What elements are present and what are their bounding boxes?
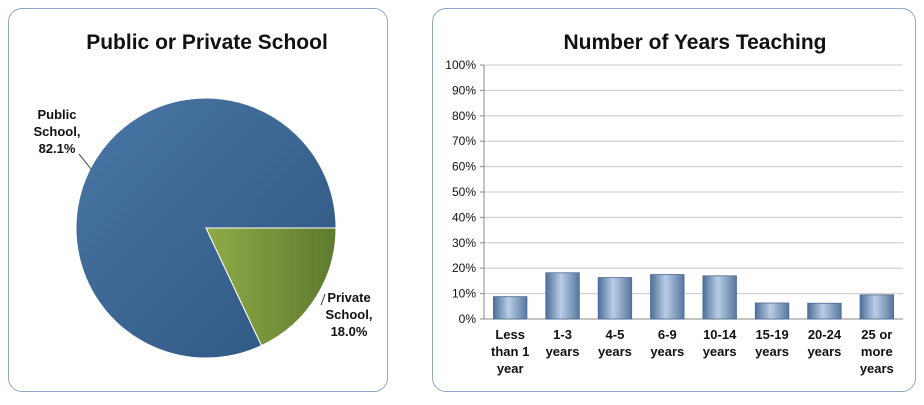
y-tick-label: 70% bbox=[452, 134, 476, 148]
pie-chart-panel: Public or Private School Public School, 82… bbox=[8, 8, 388, 392]
pie-label-public: Public School, 82.1% bbox=[34, 107, 81, 156]
pie-slice-public bbox=[75, 97, 337, 359]
y-tick-label: 10% bbox=[452, 287, 476, 301]
bar-1 bbox=[545, 272, 580, 320]
y-tick-label: 40% bbox=[452, 210, 476, 224]
y-tick-label: 0% bbox=[459, 312, 477, 326]
y-tick-label: 50% bbox=[452, 185, 476, 199]
y-tick-label: 80% bbox=[452, 109, 476, 123]
y-tick-label: 20% bbox=[452, 261, 476, 275]
chart-title: Public or Private School bbox=[86, 31, 328, 54]
x-category-label: 15-19 years bbox=[755, 327, 789, 359]
bar-chart: Number of Years Teaching 0% 10% 20% 30% 40% 5… bbox=[445, 31, 903, 376]
pie-chart: Public or Private School Public School, 82… bbox=[34, 31, 373, 359]
bar-0 bbox=[493, 296, 528, 320]
pie-label-private: Private School, 18.0% bbox=[326, 290, 373, 339]
bar-4 bbox=[702, 275, 737, 320]
x-category-label: 25 or more years bbox=[860, 327, 894, 376]
pie-leader-line bbox=[320, 293, 326, 306]
x-category-label: 20-24 years bbox=[807, 327, 841, 359]
bar-chart-panel: Number of Years Teaching 0% 10% 20% 30% 40% 5… bbox=[432, 8, 916, 392]
bar-3 bbox=[650, 274, 685, 320]
bar-2 bbox=[597, 277, 633, 320]
y-tick-label: 90% bbox=[452, 83, 476, 97]
y-tick-label: 30% bbox=[452, 236, 476, 250]
x-category-label: 1-3 years bbox=[546, 327, 580, 359]
pie-leader-line bbox=[78, 153, 92, 170]
chart-title: Number of Years Teaching bbox=[564, 31, 827, 54]
bar-5 bbox=[754, 302, 790, 320]
x-category-label: 10-14 years bbox=[703, 327, 737, 359]
bar-7 bbox=[859, 294, 894, 320]
bar-6 bbox=[807, 302, 842, 320]
x-category-label: 6-9 years bbox=[650, 327, 684, 359]
x-category-label: 4-5 years bbox=[598, 327, 632, 359]
y-tick-label: 100% bbox=[445, 58, 476, 72]
x-category-label: Less than 1 year bbox=[491, 327, 529, 376]
pie-slice-private bbox=[205, 227, 337, 347]
y-tick-label: 60% bbox=[452, 160, 476, 174]
